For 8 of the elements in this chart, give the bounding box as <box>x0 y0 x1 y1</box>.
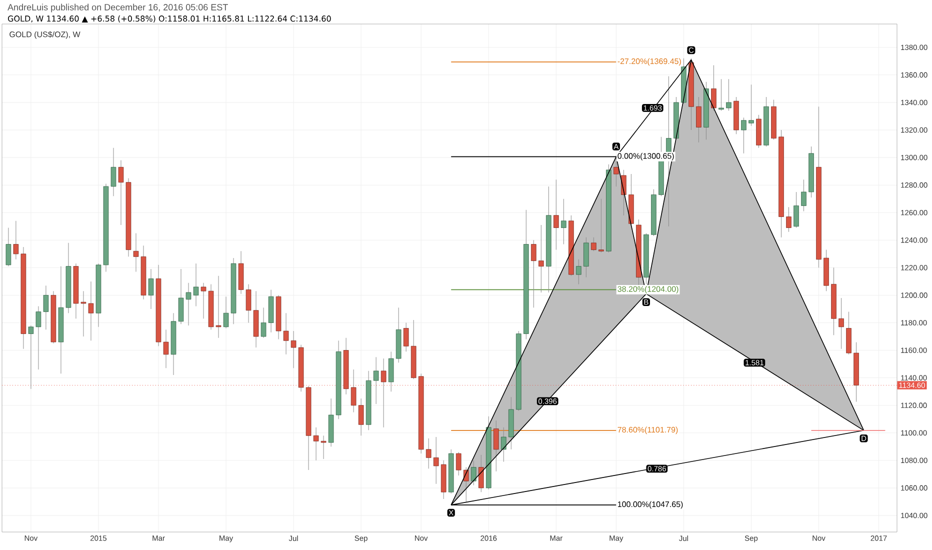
ref-line-label: 78.60%(1101.79) <box>618 426 678 434</box>
chart-subtitle: GOLD, W 1134.60 ▲ +6.58 (+0.58%) O:1158.01 H:1165.81 L:1122.64 C:1134.60 <box>8 15 331 23</box>
chart-title: AndreLuis published on December 16, 2016 05:06 EST <box>8 4 228 12</box>
ref-line-label: 100.00%(1047.65) <box>618 501 683 509</box>
annotation: GOLD (US$/OZ), W <box>10 31 80 39</box>
ref-line-label: -27.20%(1369.45) <box>618 58 681 66</box>
ref-line-label: 0.00%(1300.65) <box>618 152 674 160</box>
ref-line-label: 38.20%(1204.00) <box>618 286 678 294</box>
